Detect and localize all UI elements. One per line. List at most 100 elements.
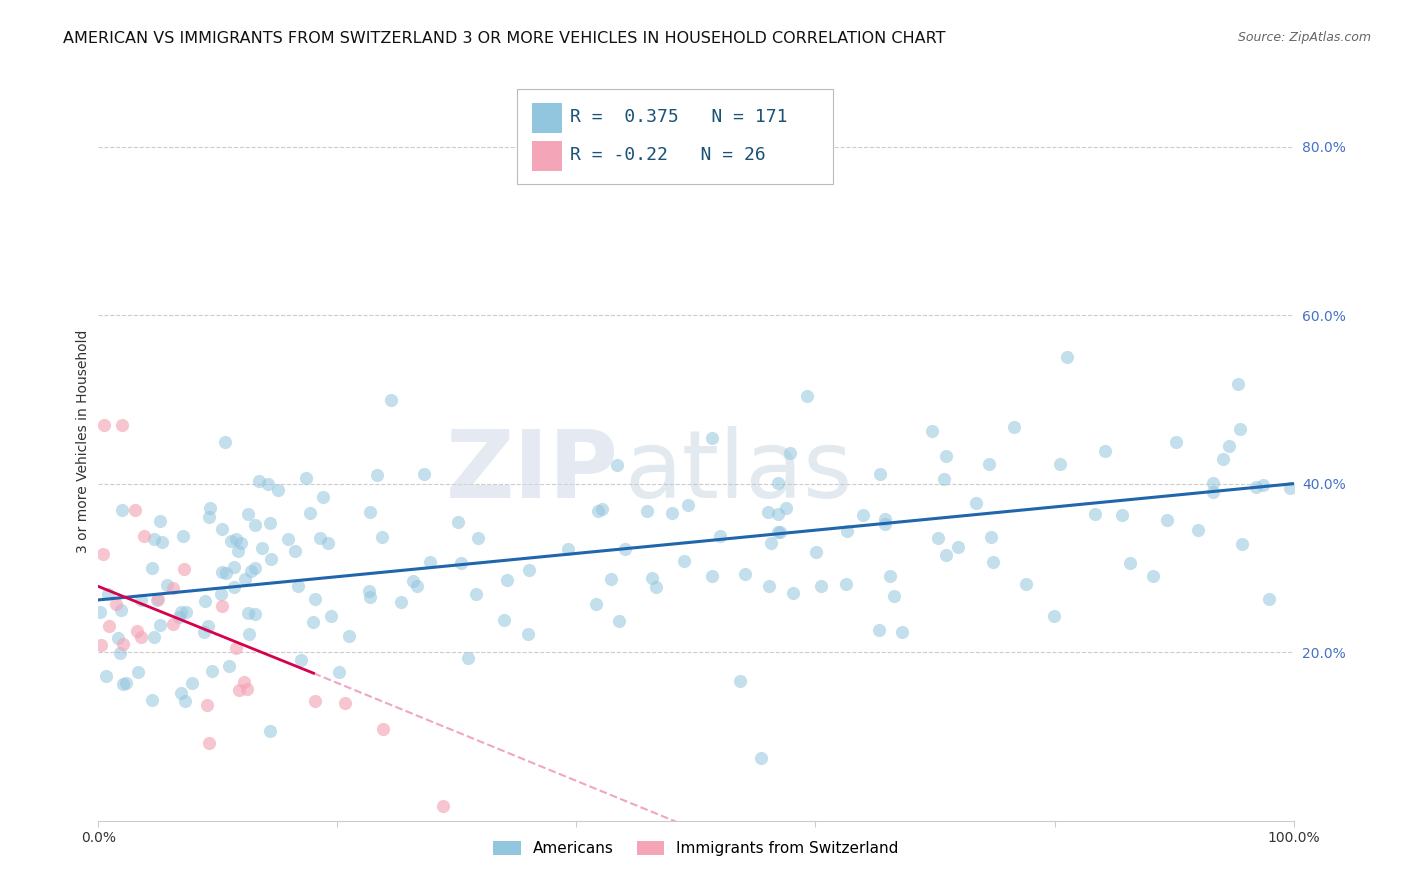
Point — [868, 623, 890, 637]
Point — [284, 544, 307, 558]
Point — [162, 581, 184, 595]
Point — [321, 609, 343, 624]
Point — [519, 563, 541, 577]
Point — [641, 571, 664, 585]
Point — [211, 599, 233, 614]
Point — [233, 675, 256, 690]
Point — [769, 525, 792, 540]
Point — [194, 594, 217, 608]
Point — [779, 445, 801, 459]
Point — [1202, 476, 1225, 491]
Point — [222, 580, 245, 594]
Point — [156, 578, 179, 592]
Point — [890, 624, 912, 639]
Point — [89, 605, 111, 619]
Point — [467, 532, 489, 546]
FancyBboxPatch shape — [517, 89, 834, 184]
Point — [150, 535, 173, 549]
Point — [149, 514, 172, 528]
Point — [236, 606, 259, 620]
Point — [304, 592, 326, 607]
Point — [170, 605, 193, 619]
Point — [1257, 592, 1279, 607]
Point — [238, 627, 260, 641]
Text: ZIP: ZIP — [446, 425, 619, 518]
Point — [111, 637, 134, 651]
Point — [1156, 513, 1178, 527]
Point — [170, 686, 193, 700]
Point — [287, 579, 309, 593]
Point — [302, 615, 325, 630]
Point — [181, 676, 204, 690]
Point — [432, 799, 454, 814]
Point — [193, 624, 215, 639]
Point — [672, 554, 695, 568]
Point — [243, 607, 266, 622]
Point — [277, 532, 299, 546]
Point — [700, 431, 723, 445]
Point — [97, 586, 120, 600]
Y-axis label: 3 or more Vehicles in Household: 3 or more Vehicles in Household — [76, 330, 90, 553]
Point — [259, 724, 281, 739]
Point — [134, 529, 156, 543]
Point — [335, 696, 357, 710]
Point — [197, 619, 219, 633]
Point — [1279, 481, 1302, 495]
Point — [371, 722, 394, 736]
Point — [1229, 422, 1251, 436]
Text: R = -0.22   N = 26: R = -0.22 N = 26 — [571, 146, 766, 164]
Point — [247, 475, 270, 489]
Point — [146, 592, 169, 607]
Point — [129, 630, 152, 644]
Point — [125, 624, 148, 638]
Point — [1226, 376, 1249, 391]
Point — [981, 555, 1004, 569]
Point — [1119, 556, 1142, 570]
Point — [111, 677, 134, 691]
Point — [766, 476, 789, 491]
Point — [209, 587, 232, 601]
Point — [115, 676, 138, 690]
Point — [946, 540, 969, 554]
Point — [934, 472, 956, 486]
Point — [359, 584, 381, 599]
Point — [111, 503, 134, 517]
Point — [239, 564, 262, 578]
Point — [606, 458, 628, 473]
Point — [1056, 351, 1078, 365]
Point — [211, 522, 233, 536]
Point — [557, 541, 579, 556]
Point — [256, 477, 278, 491]
Point — [661, 506, 683, 520]
Point — [311, 490, 333, 504]
Point — [613, 542, 636, 557]
Point — [1251, 478, 1274, 492]
Point — [935, 449, 957, 463]
Point — [977, 457, 1000, 471]
Point — [676, 498, 699, 512]
Point — [141, 693, 163, 707]
Point — [702, 569, 724, 583]
Point — [494, 613, 516, 627]
Point — [221, 533, 243, 548]
Point — [198, 510, 221, 524]
Point — [90, 638, 112, 652]
Point — [607, 615, 630, 629]
Point — [304, 694, 326, 708]
Point — [585, 597, 607, 611]
Point — [201, 664, 224, 678]
Point — [129, 593, 152, 607]
Point — [337, 628, 360, 642]
Point — [835, 577, 858, 591]
Point — [107, 631, 129, 645]
Point — [173, 693, 195, 707]
Point — [197, 736, 219, 750]
Point — [804, 545, 827, 559]
Point — [496, 574, 519, 588]
Point — [1218, 439, 1240, 453]
Point — [380, 392, 402, 407]
Point — [359, 505, 381, 519]
Point — [419, 555, 441, 569]
Text: R =  0.375   N = 171: R = 0.375 N = 171 — [571, 108, 787, 126]
Point — [465, 587, 488, 601]
